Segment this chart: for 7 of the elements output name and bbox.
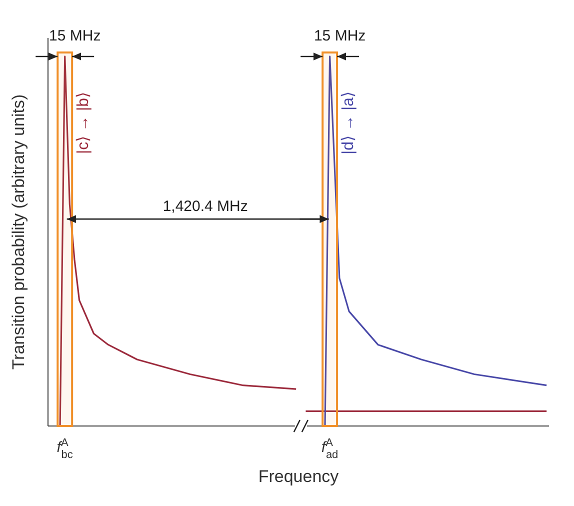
text: 15 MHz	[49, 27, 101, 44]
y-axis-title: Transition probability (arbitrary units)	[9, 94, 28, 370]
annotation: 1,420.4 MHz	[162, 198, 248, 216]
text: |c⟩ → |b⟩	[75, 92, 92, 154]
x-axis-title: Frequency	[258, 467, 340, 486]
text: |d⟩ → |a⟩	[340, 91, 358, 154]
text: 15 MHz	[314, 27, 366, 44]
